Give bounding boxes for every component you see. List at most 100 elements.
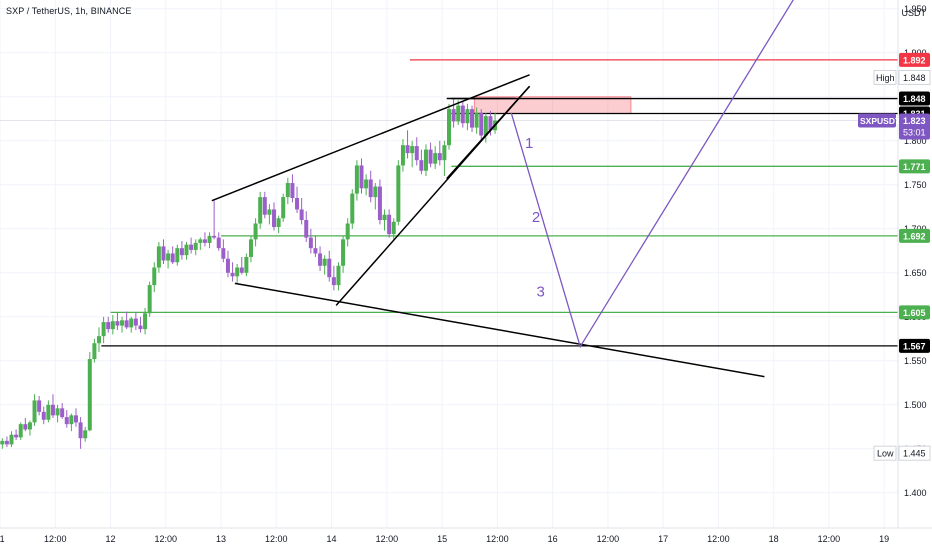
candle-body <box>225 258 230 273</box>
candle-body <box>14 434 19 438</box>
candle-body <box>248 239 253 257</box>
candle-body <box>156 246 161 268</box>
candle-body <box>447 109 451 146</box>
candle-body <box>308 237 313 249</box>
candle-body <box>414 146 419 161</box>
candle-body <box>170 253 175 263</box>
candle-body <box>483 116 488 136</box>
candle-body <box>0 440 5 445</box>
candle-body <box>221 248 226 259</box>
candle-body <box>18 424 23 438</box>
candle-body <box>23 424 28 430</box>
time-tick-label: 12 <box>106 534 116 544</box>
countdown-text: 53:01 <box>903 128 926 138</box>
level-tag-text: 1.848 <box>903 94 926 104</box>
trendline <box>234 282 765 378</box>
candle-body <box>9 434 14 445</box>
candle-body <box>405 145 410 154</box>
time-tick-label: 12:00 <box>818 534 841 544</box>
candle-body <box>479 112 484 136</box>
time-tick-label: 17 <box>658 534 668 544</box>
candle-body <box>212 235 217 238</box>
candle-body <box>32 400 37 423</box>
candle-body <box>285 183 290 198</box>
level-tag-text: 1.692 <box>903 231 926 241</box>
candle-body <box>331 277 336 286</box>
time-tick-label: 12:00 <box>486 534 509 544</box>
candle-body <box>124 320 129 328</box>
symbol-badge-text: SXPUSDT <box>860 116 901 126</box>
candle-body <box>373 186 378 198</box>
candle-body <box>235 267 240 277</box>
candle-body <box>474 112 479 128</box>
high-label-text: High <box>876 73 895 83</box>
candle-body <box>267 209 272 215</box>
candle-body <box>161 246 166 261</box>
candle-body <box>262 197 267 215</box>
candle-body <box>198 239 203 243</box>
candle-body <box>290 183 295 198</box>
price-tags: 1.8921.8311.7711.6921.6051.5671.848High1… <box>858 52 931 461</box>
candle-body <box>189 244 194 250</box>
candle-body <box>272 209 277 228</box>
price-tick-label: 1.650 <box>904 268 927 278</box>
candle-body <box>382 214 387 220</box>
candle-body <box>396 165 401 222</box>
candle-body <box>345 223 350 240</box>
candle-body <box>69 415 74 425</box>
candle-body <box>244 256 249 273</box>
time-tick-label: 12:00 <box>44 534 67 544</box>
candle-body <box>239 267 244 273</box>
candle-body <box>83 430 88 439</box>
time-tick-label: 14 <box>327 534 337 544</box>
level-tag-bg <box>899 91 930 106</box>
candle-body <box>97 336 102 344</box>
candle-body <box>129 318 134 328</box>
candle-body <box>46 404 51 420</box>
candle-body <box>341 239 346 266</box>
candle-body <box>27 422 32 430</box>
candle-body <box>313 248 318 254</box>
level-tag-text: 1.605 <box>903 308 926 318</box>
low-label-text: Low <box>877 449 894 459</box>
time-axis[interactable]: 11 12:00 12 12:00 13 12:00 14 12:00 15 12:00 16 12:… <box>0 527 932 550</box>
candle-body <box>120 320 125 326</box>
candle-body <box>78 422 83 439</box>
candle-body <box>143 313 148 330</box>
candle-body <box>184 244 189 256</box>
candle-body <box>92 343 97 360</box>
candle-body <box>60 408 65 418</box>
candles <box>0 98 498 449</box>
symbol-badge-bg <box>858 113 896 128</box>
candle-body <box>354 165 359 194</box>
price-tick-label: 1.900 <box>904 48 927 58</box>
level-tag-bg <box>899 228 930 243</box>
candle-body <box>175 248 180 263</box>
projection-path: 1 2 3 <box>510 0 794 349</box>
candle-body <box>460 105 465 124</box>
candle-body <box>428 149 433 164</box>
candle-body <box>64 417 69 425</box>
candle-body <box>50 404 55 416</box>
wave-label: 3 <box>536 284 544 301</box>
candle-body <box>87 359 92 431</box>
candle-body <box>207 235 212 243</box>
low-value-text: 1.445 <box>903 449 926 459</box>
candle-body <box>387 214 392 235</box>
candle-body <box>368 179 373 198</box>
candle-body <box>304 220 309 238</box>
candle-body <box>359 165 364 189</box>
time-tick-label: 16 <box>548 534 558 544</box>
candle-body <box>451 109 456 122</box>
candle-body <box>41 411 46 420</box>
level-tag-text: 1.567 <box>903 341 926 351</box>
candle-body <box>37 400 42 412</box>
time-tick-label: 12:00 <box>707 534 730 544</box>
trendline <box>211 74 530 202</box>
candle-body <box>336 265 341 286</box>
low-value-bg <box>898 445 931 461</box>
candle-body <box>470 109 475 128</box>
current-price-text: 1.823 <box>903 116 926 126</box>
candle-body <box>488 116 493 131</box>
